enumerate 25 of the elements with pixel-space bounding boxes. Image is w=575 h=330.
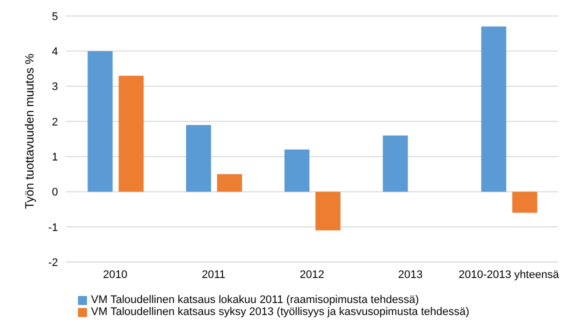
y-tick-label: -2	[48, 256, 58, 269]
legend-label: VM Taloudellinen katsaus syksy 2013 (työllisyys ja kasvusopimusta tehdessä)	[91, 306, 470, 318]
y-tick-label: -1	[48, 222, 58, 234]
y-tick-label: 1	[52, 151, 58, 164]
x-tick-label: 2011	[202, 268, 226, 281]
y-axis-title: Työn tuottavuuden muutos %	[22, 53, 36, 209]
x-tick-label: 2010	[102, 268, 128, 281]
x-tick-label: 2013	[398, 268, 423, 281]
bar	[512, 192, 538, 213]
bar	[186, 124, 212, 192]
y-tick-label: 2	[52, 116, 58, 128]
bar	[217, 174, 242, 192]
y-tick-label: 4	[52, 46, 58, 58]
bar	[315, 192, 340, 230]
bar	[88, 51, 113, 192]
bar	[481, 26, 506, 192]
x-tick-label: 2010-2013 yhteensä	[458, 268, 560, 281]
y-tick-label: 5	[52, 10, 58, 23]
bar	[118, 76, 144, 192]
y-tick-label: 0	[52, 186, 58, 199]
y-tick-label: 3	[52, 81, 58, 94]
bar	[284, 150, 310, 192]
x-tick-label: 2012	[300, 268, 324, 281]
bar	[382, 135, 408, 192]
legend-label: VM Taloudellinen katsaus lokakuu 2011 (raamisopimusta tehdessä)	[91, 294, 419, 306]
